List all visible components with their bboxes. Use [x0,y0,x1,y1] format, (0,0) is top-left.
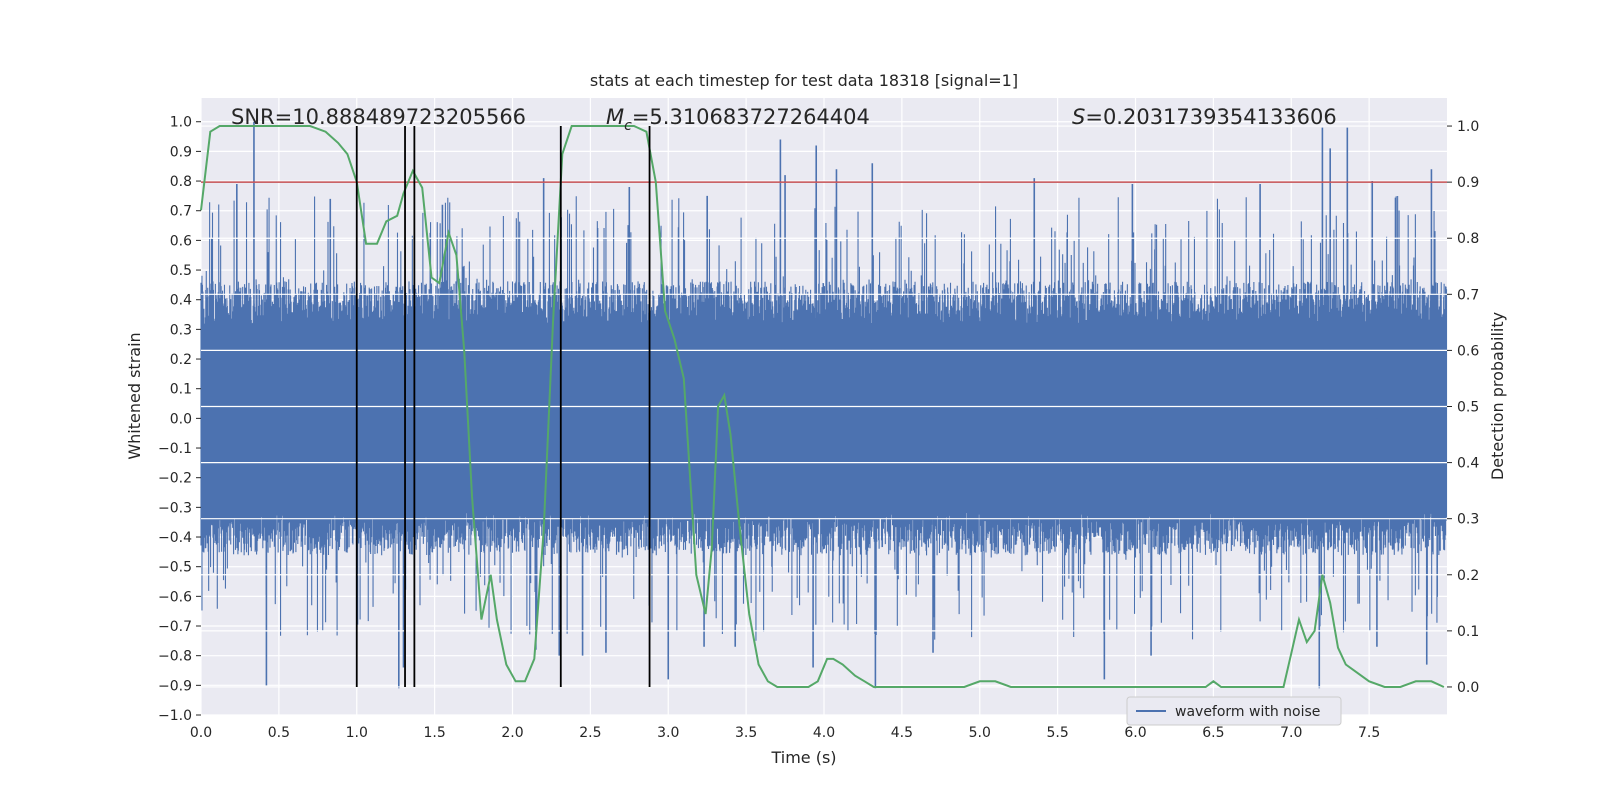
mc-symbol: M [606,105,624,129]
y2-tick-label: 0.2 [1457,568,1479,584]
x-tick-label: 0.5 [268,725,290,741]
x-tick-label: 4.0 [813,725,835,741]
y-tick-label: −0.7 [158,619,192,635]
legend-label-waveform: waveform with noise [1175,704,1320,720]
probability-series [200,125,1445,688]
probability-line [200,125,1445,688]
y-tick-label: −0.6 [158,589,192,605]
y2-tick-label: 0.3 [1457,512,1479,528]
y-tick-label: −0.1 [158,441,192,457]
y2-tick-label: 0.9 [1457,175,1479,191]
y2-axis-label: Detection probability [1488,312,1507,480]
y-tick-label: 0.7 [170,204,192,220]
x-tick-label: 7.5 [1358,725,1380,741]
y-tick-label: −0.8 [158,649,192,665]
x-tick-label: 6.5 [1202,725,1224,741]
vertical-markers [355,126,651,687]
s-symbol: S [1072,105,1085,129]
y-tick-label: −0.5 [158,560,192,576]
y-tick-labels: −1.0 −0.9 −0.8 −0.7 −0.6 −0.5 −0.4 −0.3 −0.2 −0.1… [158,115,201,724]
mc-value: =5.310683727264404 [632,105,870,129]
x-tick-label: 6.0 [1124,725,1146,741]
y2-tick-labels: 0.0 0.1 0.2 0.3 0.4 0.5 0.6 0.7 0.8 0.9 1.0 [1447,119,1479,696]
x-tick-label: 2.5 [579,725,601,741]
waveform-noise-trace [200,196,1448,641]
y-tick-label: 1.0 [170,115,192,131]
y-tick-label: −0.4 [158,530,192,546]
x-tick-label: 7.0 [1280,725,1302,741]
y-tick-label: 0.9 [170,144,192,160]
y2-tick-label: 0.8 [1457,231,1479,247]
x-tick-label: 5.5 [1046,725,1068,741]
y-tick-label: −0.9 [158,678,192,694]
x-tick-label: 5.0 [969,725,991,741]
y-tick-label: 0.8 [170,174,192,190]
y-tick-label: −0.3 [158,500,192,516]
s-annotation: S=0.2031739354133606 [1072,105,1337,129]
y-tick-label: 0.0 [170,411,192,427]
x-tick-label: 2.0 [501,725,523,741]
x-tick-label: 4.5 [891,725,913,741]
x-tick-labels: 0.0 0.5 1.0 1.5 2.0 2.5 3.0 3.5 4.0 4.5 5.0 5.5 6.0 6… [190,725,1380,741]
y2-tick-label: 0.6 [1457,343,1479,359]
y-tick-label: 0.4 [170,293,192,309]
mc-subscript: c [624,118,632,134]
mc-annotation: Mc=5.310683727264404 [606,105,870,134]
y-tick-label: 0.2 [170,352,192,368]
y-tick-label: −0.2 [158,471,192,487]
y-axis-label: Whitened strain [125,332,144,459]
y2-tick-label: 0.7 [1457,287,1479,303]
x-tick-label: 0.0 [190,725,212,741]
y2-tick-label: 0.4 [1457,456,1479,472]
legend: waveform with noise [1126,696,1342,726]
snr-annotation: SNR=10.888489723205566 [231,105,526,129]
x-tick-label: 3.5 [735,725,757,741]
y2-tick-label: 1.0 [1457,119,1479,135]
x-tick-label: 3.0 [657,725,679,741]
y-tick-label: −1.0 [158,708,192,724]
y-tick-label: 0.6 [170,233,192,249]
s-value: =0.2031739354133606 [1085,105,1336,129]
y2-tick-label: 0.0 [1457,680,1479,696]
chart-title: stats at each timestep for test data 183… [590,71,1018,90]
legend-box [1126,696,1342,726]
y2-tick-label: 0.1 [1457,624,1479,640]
waveform-series [200,121,1448,689]
x-tick-label: 1.5 [423,725,445,741]
x-tick-label: 1.0 [346,725,368,741]
y-tick-label: 0.5 [170,263,192,279]
x-axis-label: Time (s) [770,748,836,767]
y-tick-label: 0.1 [170,382,192,398]
y-tick-label: 0.3 [170,322,192,338]
y2-tick-label: 0.5 [1457,400,1479,416]
